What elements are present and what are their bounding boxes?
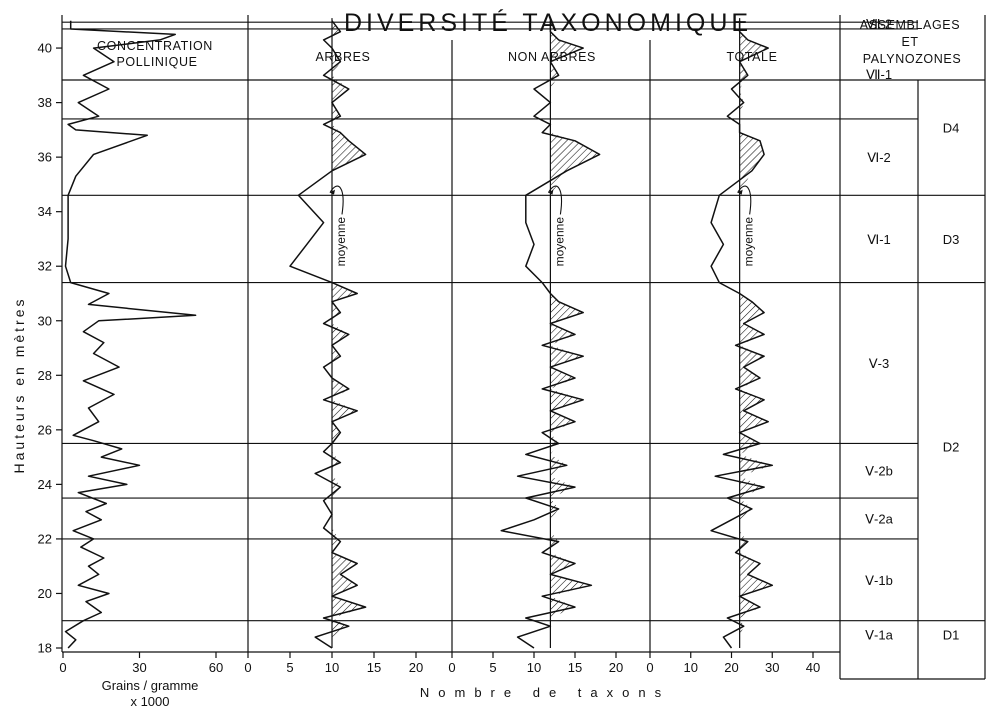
assemblage-label: Ⅴ-2a [865,511,893,526]
y-tick-label: 22 [38,531,52,546]
x-tick-label: 30 [765,660,779,675]
assemblage-label: Ⅴ-3 [869,356,889,371]
x-axis-label-concentration-unit: x 1000 [130,694,169,709]
mean-arrow-head [330,189,335,195]
x-tick-label: 0 [59,660,66,675]
x-tick-label: 15 [367,660,381,675]
mean-label: moyenne [334,217,348,267]
assemblage-label: Ⅴ-1b [865,573,893,588]
y-tick-label: 36 [38,150,52,165]
y-tick-label: 34 [38,204,52,219]
palynozone-label: D2 [943,440,960,455]
x-tick-label: 15 [568,660,582,675]
y-axis-label: Hauteurs en mètres [11,297,27,474]
assemblage-label: Ⅶ-2 [866,17,892,32]
series-line-2 [500,20,601,649]
y-tick-label: 18 [38,641,52,656]
panel-title-concentration-line2: POLLINIQUE [116,55,197,69]
palynozone-label: D3 [943,232,960,247]
assemblage-label: Ⅵ-1 [867,232,891,247]
series-line-0 [64,20,197,649]
panel-frames [61,15,986,680]
x-tick-label: 40 [806,660,820,675]
hatched-area-above-mean [739,20,773,649]
mean-arrow-head [548,189,554,195]
mean-arrow-head [737,189,743,195]
series-line-1 [289,20,367,649]
zones-title-line3: PALYNOZONES [863,52,962,66]
hatched-area-above-mean [550,20,600,649]
assemblage-label: Ⅵ-2 [867,150,891,165]
palynozone-label: D4 [943,121,960,136]
mean-arrow [547,185,562,215]
assemblage-label: Ⅶ-1 [866,67,892,82]
x-tick-label: 10 [325,660,339,675]
x-tick-label: 20 [724,660,738,675]
panel-title-arbres: ARBRES [315,50,370,64]
x-tick-label: 0 [448,660,455,675]
y-tick-label: 24 [38,477,52,492]
y-tick-label: 28 [38,368,52,383]
x-tick-label: 20 [409,660,423,675]
hatched-area-above-mean [332,20,366,649]
x-axis-label-concentration: Grains / gramme [102,678,199,693]
x-tick-label: 5 [489,660,496,675]
x-tick-label: 10 [527,660,541,675]
x-tick-label: 0 [646,660,653,675]
x-axis-label-taxons: Nombre de taxons [420,685,670,700]
mean-arrow [737,185,752,215]
y-tick-label: 26 [38,422,52,437]
panel-title-concentration-line1: CONCENTRATION [97,39,213,53]
x-tick-label: 60 [209,660,223,675]
x-tick-label: 30 [132,660,146,675]
mean-label: moyenne [742,217,756,267]
panel-title-concentration: CONCENTRATION POLLINIQUE [97,39,217,69]
palynozone-label: D1 [943,627,960,642]
series-line-3 [710,20,774,649]
x-tick-label: 20 [609,660,623,675]
x-tick-label: 0 [244,660,251,675]
x-tick-label: 5 [286,660,293,675]
y-tick-label: 40 [38,41,52,56]
assemblage-label: Ⅴ-1a [865,627,893,642]
x-tick-label: 10 [684,660,698,675]
zones-title-line2: ET [901,35,918,49]
chart-marks: 18 20 22 24 26 28 30 32 34 36 38 40 0 30 60 0 5 10 15 20 moy… [38,17,985,675]
mean-arrow [329,185,344,215]
mean-label: moyenne [552,217,566,267]
y-tick-label: 38 [38,95,52,110]
y-tick-label: 20 [38,586,52,601]
assemblage-label: Ⅴ-2b [865,464,893,479]
y-tick-label: 32 [38,259,52,274]
y-tick-label: 30 [38,313,52,328]
